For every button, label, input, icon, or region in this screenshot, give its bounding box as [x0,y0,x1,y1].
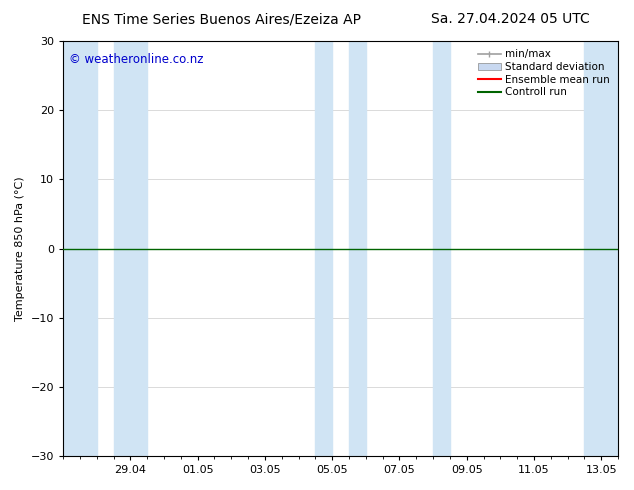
Bar [585,41,618,456]
Legend: min/max, Standard deviation, Ensemble mean run, Controll run: min/max, Standard deviation, Ensemble me… [475,46,613,100]
Text: © weatheronline.co.nz: © weatheronline.co.nz [68,53,203,67]
Bar [315,41,332,456]
Y-axis label: Temperature 850 hPa (°C): Temperature 850 hPa (°C) [15,176,25,321]
Bar [113,41,147,456]
Bar [349,41,366,456]
Text: ENS Time Series Buenos Aires/Ezeiza AP: ENS Time Series Buenos Aires/Ezeiza AP [82,12,361,26]
Bar [433,41,450,456]
Text: Sa. 27.04.2024 05 UTC: Sa. 27.04.2024 05 UTC [431,12,590,26]
Bar [63,41,97,456]
